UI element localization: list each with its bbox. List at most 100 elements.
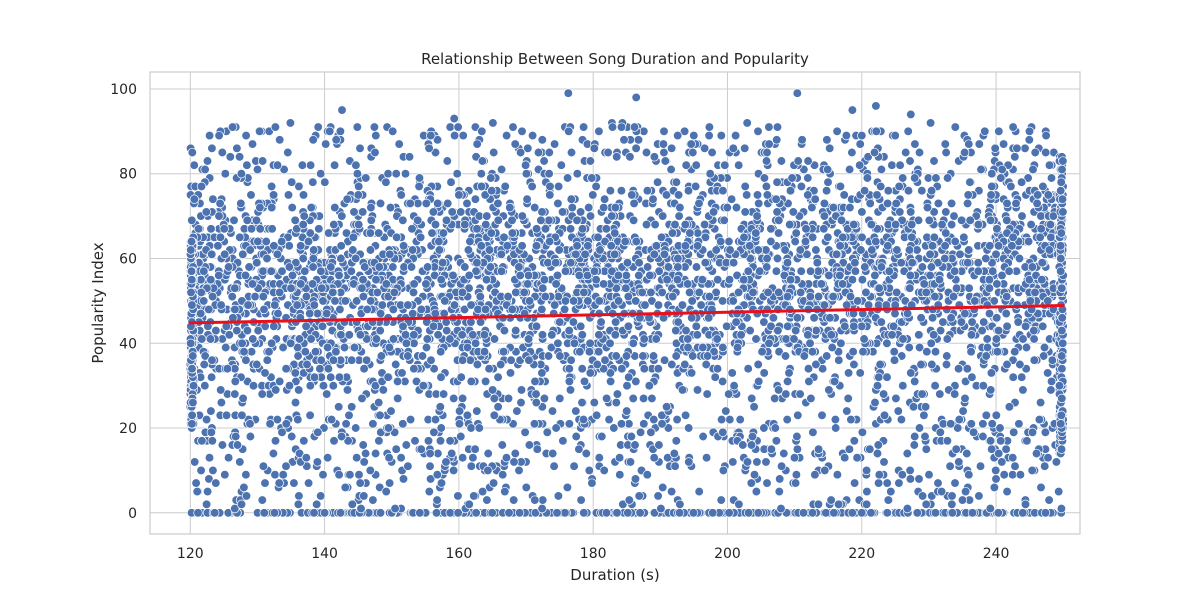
data-point (791, 228, 801, 238)
data-point (791, 470, 802, 480)
data-point (852, 453, 862, 463)
data-point (674, 508, 685, 518)
data-point (368, 495, 378, 505)
data-point (914, 474, 924, 484)
data-point (345, 470, 355, 480)
data-point (274, 478, 284, 488)
data-point (384, 478, 395, 488)
data-point (933, 478, 943, 488)
data-point (453, 491, 463, 501)
data-point (623, 508, 633, 518)
data-point (537, 503, 547, 514)
data-point (635, 427, 646, 437)
data-point (322, 453, 333, 463)
data-point (1046, 376, 1057, 387)
data-point (669, 448, 679, 459)
data-point (354, 470, 364, 480)
data-point (466, 376, 476, 387)
data-point (258, 461, 269, 471)
data-point (752, 457, 762, 467)
data-point (241, 470, 251, 480)
data-point (807, 508, 818, 518)
data-point (277, 427, 287, 437)
data-point (839, 190, 849, 200)
data-point (716, 414, 727, 425)
data-point (384, 453, 394, 463)
data-point (872, 448, 883, 459)
data-point (782, 414, 792, 425)
data-point (809, 313, 819, 323)
data-point (601, 508, 612, 518)
data-point (905, 465, 915, 476)
data-point (1044, 495, 1054, 505)
data-point (299, 436, 309, 446)
data-point (312, 499, 322, 509)
data-point (882, 478, 892, 488)
data-point (313, 427, 323, 437)
data-point (318, 470, 328, 480)
data-point (1018, 385, 1028, 395)
data-point (622, 406, 632, 416)
data-point (201, 499, 212, 509)
data-point (817, 410, 827, 420)
data-point (604, 414, 614, 425)
data-point (727, 368, 737, 378)
data-point (329, 436, 339, 446)
data-point (356, 503, 366, 514)
data-point (718, 465, 729, 476)
data-point (358, 440, 368, 450)
data-point (909, 440, 919, 450)
data-point (790, 236, 800, 247)
data-point (609, 423, 619, 433)
data-point (530, 495, 540, 505)
data-point (684, 423, 694, 433)
data-point (252, 164, 263, 175)
data-point (1008, 372, 1018, 382)
data-point (947, 491, 957, 501)
data-point (466, 461, 476, 471)
data-point (289, 478, 299, 488)
data-point (751, 486, 762, 497)
data-point (488, 478, 499, 488)
data-point (374, 436, 384, 446)
data-point (1027, 427, 1038, 437)
data-point (432, 495, 442, 505)
data-point (902, 448, 912, 459)
data-point (920, 431, 930, 442)
data-point (448, 465, 459, 476)
data-point (370, 448, 381, 459)
data-point (293, 499, 304, 509)
data-point (447, 448, 457, 459)
data-point (792, 444, 803, 454)
data-point (991, 474, 1001, 484)
scatter-points (185, 88, 1068, 518)
data-point (281, 461, 291, 471)
data-point (312, 457, 323, 467)
data-point (985, 503, 995, 514)
data-point (217, 440, 228, 450)
data-point (464, 499, 474, 509)
data-point (936, 486, 947, 497)
data-point (844, 444, 855, 454)
data-point (220, 470, 230, 480)
data-point (798, 508, 809, 518)
data-point (634, 491, 644, 501)
data-point (721, 406, 731, 416)
data-point (614, 453, 625, 463)
data-point (510, 448, 520, 459)
data-point (975, 461, 986, 471)
data-point (995, 423, 1005, 433)
data-point (405, 414, 416, 425)
data-point (470, 444, 480, 454)
data-point (924, 470, 934, 480)
data-point (469, 491, 479, 501)
data-point (1051, 457, 1062, 467)
data-point (994, 448, 1004, 459)
data-point (873, 478, 884, 488)
data-point (398, 474, 409, 484)
data-point (993, 508, 1003, 518)
data-point (487, 508, 497, 518)
data-point (210, 508, 220, 518)
data-point (789, 453, 800, 463)
data-point (457, 453, 468, 463)
